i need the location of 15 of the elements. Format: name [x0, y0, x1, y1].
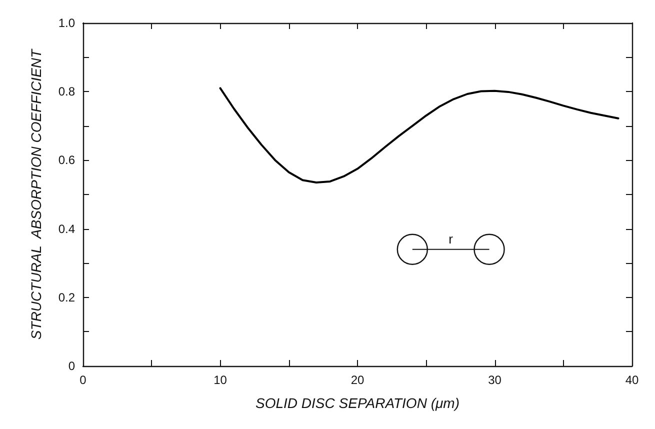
x-tick-label: 10 [214, 373, 228, 387]
y-tick-label: 0.2 [58, 290, 76, 304]
line-series [219, 87, 620, 184]
x-tick-label: 40 [625, 373, 639, 387]
annotation: r [448, 231, 454, 246]
x-tick-label: 20 [350, 373, 364, 387]
y-tick-label: 0.4 [58, 222, 76, 236]
y-tick-label: 1.0 [58, 16, 76, 30]
y-tick-label: 0 [68, 359, 76, 373]
x-tick-label: 0 [80, 373, 87, 387]
y-tick-label: 0.6 [58, 153, 76, 168]
y-axis-title: STRUCTURAL ABSORPTION COEFFICIENT [28, 48, 44, 340]
x-tick-label: 30 [488, 373, 502, 387]
y-tick-label: 0.8 [58, 84, 76, 99]
x-axis-title: SOLID DISC SEPARATION (μm) [256, 395, 460, 411]
